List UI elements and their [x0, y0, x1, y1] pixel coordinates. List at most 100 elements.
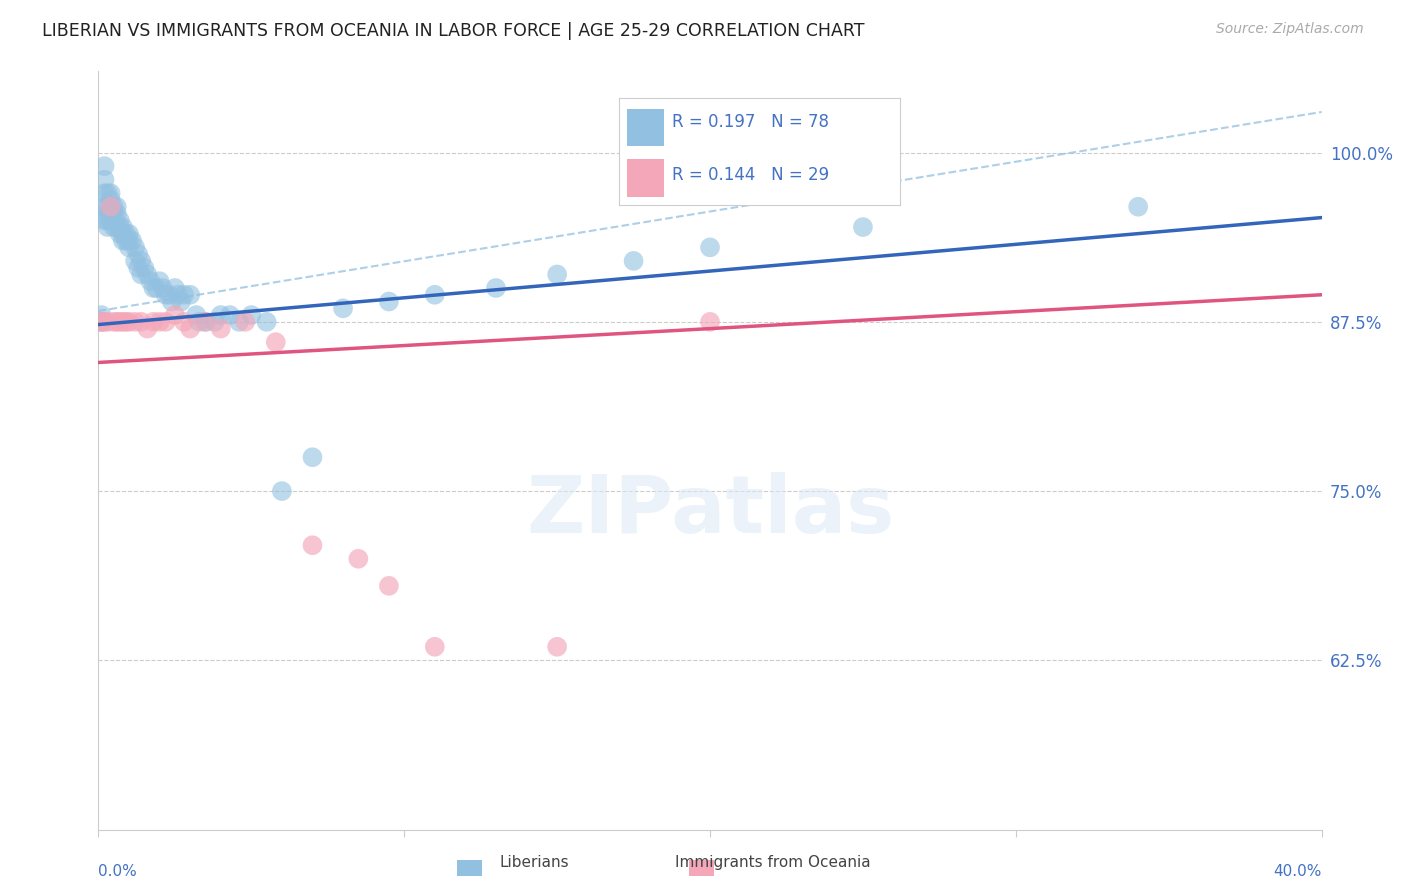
Point	[100, 200, 122, 214]
Point	[423, 640, 446, 654]
Text: Immigrants from Oceania: Immigrants from Oceania	[675, 855, 872, 870]
Point	[173, 315, 195, 329]
Point	[93, 159, 115, 173]
Point	[97, 315, 120, 329]
Point	[93, 172, 115, 186]
Point	[423, 287, 446, 301]
Point	[142, 281, 165, 295]
Point	[157, 287, 180, 301]
Bar	[627, 159, 664, 196]
Point	[111, 315, 134, 329]
Point	[163, 308, 186, 322]
Point	[167, 287, 190, 301]
Point	[179, 287, 201, 301]
Point	[108, 227, 131, 241]
Text: Source: ZipAtlas.com: Source: ZipAtlas.com	[1216, 22, 1364, 37]
Point	[485, 281, 508, 295]
Point	[149, 315, 172, 329]
Point	[142, 315, 165, 329]
Point	[301, 538, 323, 552]
Point	[170, 294, 193, 309]
Point	[155, 287, 177, 301]
Point	[149, 274, 172, 288]
Text: ZIPatlas: ZIPatlas	[526, 472, 894, 550]
Point	[115, 227, 138, 241]
Point	[256, 315, 278, 329]
Point	[699, 240, 721, 254]
Point	[118, 227, 141, 241]
Point	[124, 254, 146, 268]
Point	[103, 220, 125, 235]
Point	[155, 315, 177, 329]
Point	[97, 220, 120, 235]
Point	[127, 260, 149, 275]
Point	[115, 234, 138, 248]
Point	[90, 315, 112, 329]
Point	[93, 186, 115, 201]
Point	[100, 193, 122, 207]
Point	[93, 200, 115, 214]
Point	[103, 200, 125, 214]
Point	[105, 200, 128, 214]
Point	[97, 186, 120, 201]
Point	[103, 213, 125, 227]
Point	[301, 450, 323, 465]
Text: R = 0.144   N = 29: R = 0.144 N = 29	[672, 166, 830, 184]
Point	[100, 200, 122, 214]
Point	[124, 240, 146, 254]
Bar	[627, 109, 664, 146]
Point	[100, 206, 122, 220]
Point	[228, 315, 250, 329]
Point	[546, 640, 568, 654]
Point	[118, 234, 141, 248]
Point	[347, 551, 370, 566]
Point	[194, 315, 217, 329]
Point	[111, 220, 134, 235]
Point	[108, 213, 131, 227]
Point	[378, 294, 401, 309]
Point	[118, 315, 141, 329]
Point	[699, 315, 721, 329]
Point	[240, 308, 263, 322]
Point	[1128, 200, 1150, 214]
Point	[270, 484, 292, 499]
Point	[152, 281, 174, 295]
Point	[108, 315, 131, 329]
Point	[111, 227, 134, 241]
Point	[100, 213, 122, 227]
Point	[332, 301, 354, 316]
Point	[103, 206, 125, 220]
Text: R = 0.197   N = 78: R = 0.197 N = 78	[672, 112, 830, 130]
Point	[105, 315, 128, 329]
Point	[93, 315, 115, 329]
Point	[105, 220, 128, 235]
Point	[121, 234, 143, 248]
Text: 40.0%: 40.0%	[1274, 863, 1322, 879]
Point	[160, 294, 183, 309]
Point	[219, 308, 242, 322]
Point	[129, 315, 152, 329]
Point	[108, 220, 131, 235]
Point	[194, 315, 217, 329]
Point	[90, 308, 112, 322]
Point	[209, 321, 232, 335]
Point	[97, 213, 120, 227]
Point	[852, 220, 875, 235]
Point	[97, 200, 120, 214]
Point	[136, 268, 159, 282]
Point	[129, 268, 152, 282]
Point	[264, 335, 287, 350]
Point	[90, 315, 112, 329]
Point	[209, 308, 232, 322]
Point	[90, 315, 112, 329]
Point	[139, 274, 162, 288]
Point	[134, 260, 156, 275]
Point	[129, 254, 152, 268]
Point	[145, 281, 167, 295]
Point	[105, 206, 128, 220]
Point	[100, 186, 122, 201]
Point	[623, 254, 645, 268]
Point	[188, 315, 211, 329]
Text: 0.0%: 0.0%	[98, 863, 138, 879]
Text: LIBERIAN VS IMMIGRANTS FROM OCEANIA IN LABOR FORCE | AGE 25-29 CORRELATION CHART: LIBERIAN VS IMMIGRANTS FROM OCEANIA IN L…	[42, 22, 865, 40]
